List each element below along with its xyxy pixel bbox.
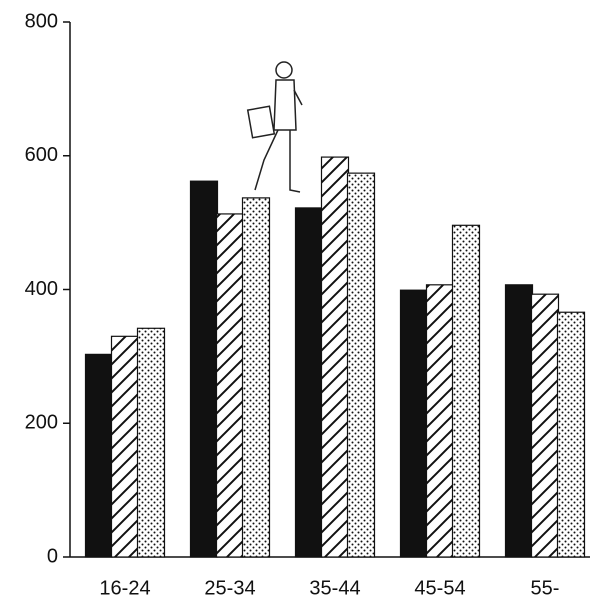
x-tick-label: 55- [531, 577, 560, 599]
bar [346, 172, 376, 558]
bar [556, 311, 586, 558]
bar [136, 327, 166, 558]
walking-figure [246, 61, 303, 193]
y-tick-label: 200 [25, 412, 58, 434]
bar [241, 197, 271, 558]
y-tick-label: 600 [25, 144, 58, 166]
bar [451, 224, 481, 558]
bar [84, 353, 114, 558]
x-tick-label: 35-44 [309, 577, 360, 599]
bar [530, 293, 560, 558]
bar [425, 284, 455, 558]
y-tick-label: 0 [47, 545, 58, 567]
bar [399, 289, 429, 558]
bar [320, 156, 350, 558]
x-tick-label: 45-54 [414, 577, 465, 599]
x-tick-label: 25-34 [204, 577, 255, 599]
y-tick-label: 800 [25, 10, 58, 32]
bar [189, 180, 219, 558]
bar [215, 213, 245, 558]
bar [110, 335, 140, 558]
x-tick-label: 16-24 [99, 577, 150, 599]
bar [504, 284, 534, 558]
bar [294, 207, 324, 558]
y-tick-label: 400 [25, 278, 58, 300]
